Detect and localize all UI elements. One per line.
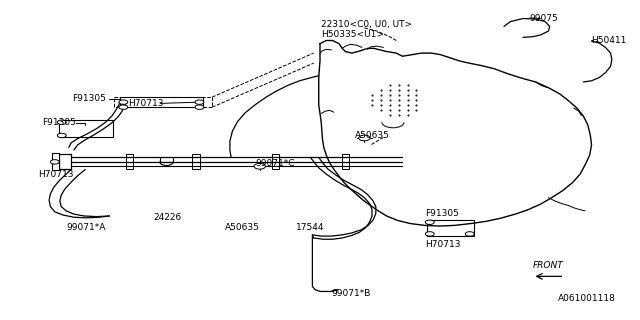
Circle shape <box>58 133 66 138</box>
Bar <box>52 153 59 170</box>
Circle shape <box>51 160 60 164</box>
Circle shape <box>254 164 266 169</box>
Text: 99071*B: 99071*B <box>332 289 371 298</box>
Circle shape <box>358 135 370 141</box>
Circle shape <box>119 105 128 109</box>
Bar <box>59 120 113 137</box>
Text: 99071*C: 99071*C <box>255 159 295 168</box>
Bar <box>272 154 280 169</box>
Text: 22310<C0, U0, UT>: 22310<C0, U0, UT> <box>321 20 412 29</box>
Text: H70713: H70713 <box>129 99 164 108</box>
Text: H70713: H70713 <box>425 240 460 249</box>
Text: F91305: F91305 <box>425 209 458 218</box>
Text: 17544: 17544 <box>296 223 324 232</box>
Circle shape <box>426 232 434 236</box>
Text: F91305: F91305 <box>42 118 76 127</box>
Circle shape <box>119 100 128 104</box>
Bar <box>120 97 203 107</box>
Text: 24226: 24226 <box>154 213 182 222</box>
Text: H50335<U1>: H50335<U1> <box>321 30 384 39</box>
Circle shape <box>195 100 204 104</box>
Text: 99075: 99075 <box>529 14 558 23</box>
Text: A50635: A50635 <box>225 223 260 232</box>
Circle shape <box>195 105 204 109</box>
Bar <box>126 154 134 169</box>
Text: F91305: F91305 <box>72 94 106 103</box>
Bar <box>193 154 200 169</box>
Text: FRONT: FRONT <box>533 261 564 270</box>
Text: H50411: H50411 <box>591 36 627 45</box>
Text: A061001118: A061001118 <box>558 294 616 303</box>
Text: A50635: A50635 <box>355 131 390 140</box>
Circle shape <box>58 120 66 124</box>
Circle shape <box>426 220 434 224</box>
Text: 99071*A: 99071*A <box>66 223 106 232</box>
Circle shape <box>465 232 474 236</box>
Text: H70713: H70713 <box>38 170 73 179</box>
Bar <box>427 220 474 236</box>
Bar <box>342 154 349 169</box>
